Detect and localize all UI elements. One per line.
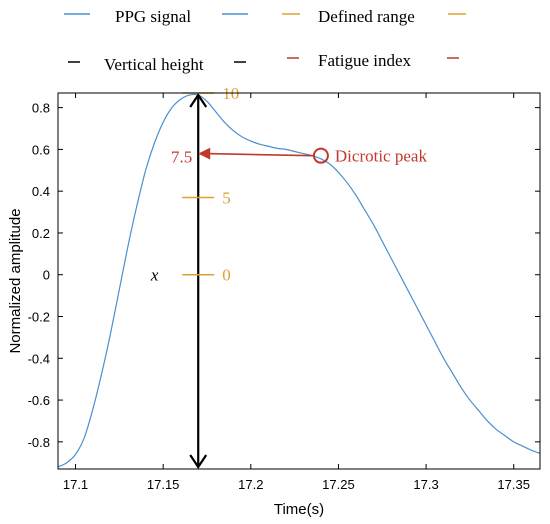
fatigue-index-line: [206, 152, 313, 157]
x-tick-label: 17.3: [413, 477, 438, 492]
legend-label-fatigue-index: Fatigue index: [318, 51, 412, 70]
plot-area: 17.1 17.15 17.2 17.25 17.3 17.35 0.8 0.6 0.4 0.2…: [28, 84, 541, 492]
y-tick-label: -0.4: [28, 351, 50, 366]
legend-label-defined-range: Defined range: [318, 7, 415, 26]
y-tick-label: -0.8: [28, 435, 50, 450]
plot-frame: [57, 92, 541, 470]
legend-label-ppg-signal: PPG signal: [115, 7, 191, 26]
y-axis-label: Normalized amplitude: [7, 208, 24, 353]
y-axis-ticks: 0.8 0.6 0.4 0.2 0 -0.2 -0.4 -0.6 -0.8: [28, 101, 540, 450]
x-tick-label: 17.35: [497, 477, 530, 492]
dicrotic-peak-marker: [312, 147, 329, 164]
fatigue-index-arrowhead: [198, 147, 211, 160]
fatigue-index-arrow: 7.5: [171, 147, 313, 167]
x-axis-ticks: 17.1 17.15 17.2 17.25 17.3 17.35: [63, 93, 530, 492]
vertical-height-arrowhead-bottom: [189, 454, 208, 469]
x-tick-label: 17.2: [238, 477, 263, 492]
dicrotic-peak-label: Dicrotic peak: [335, 147, 428, 166]
fatigue-index-value: 7.5: [171, 148, 192, 167]
legend: PPG signal Defined range Vertical height…: [64, 7, 466, 74]
x-tick-label: 17.25: [322, 477, 355, 492]
legend-item-vertical-height: Vertical height: [68, 55, 246, 74]
y-tick-label: 0.6: [32, 142, 50, 157]
y-tick-label: -0.2: [28, 310, 50, 325]
x-tick-label: 17.1: [63, 477, 88, 492]
legend-item-fatigue-index: Fatigue index: [287, 51, 459, 70]
y-tick-label: 0: [43, 268, 50, 283]
legend-item-ppg-signal: PPG signal: [64, 7, 248, 26]
y-tick-label: 0.4: [32, 184, 50, 199]
y-tick-label: -0.6: [28, 393, 50, 408]
x-axis-label: Time(s): [274, 501, 324, 518]
vertical-height-arrow: [189, 93, 208, 469]
ppg-signal-line: [57, 93, 541, 468]
x-tick-label: 17.15: [147, 477, 180, 492]
legend-label-vertical-height: Vertical height: [104, 55, 204, 74]
legend-item-defined-range: Defined range: [282, 7, 466, 26]
y-tick-label: 0.8: [32, 101, 50, 116]
x-annotation: x: [150, 266, 159, 285]
defined-range-label: 5: [222, 188, 231, 207]
defined-range-label: 0: [222, 266, 231, 285]
y-tick-label: 0.2: [32, 226, 50, 241]
vertical-height-arrowhead-top: [189, 93, 208, 108]
